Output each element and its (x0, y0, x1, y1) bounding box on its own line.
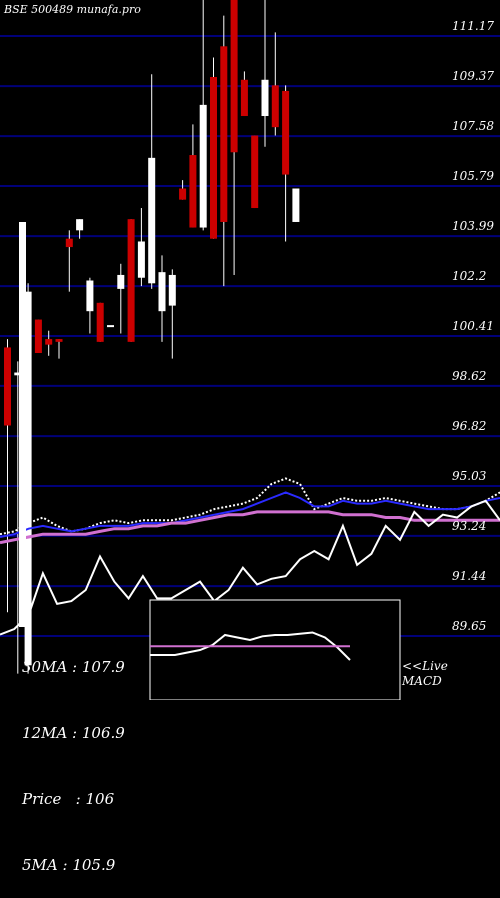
chart-title: BSE 500489 munafa.pro (4, 3, 141, 16)
candle-body (86, 280, 94, 312)
live-macd-label: <<Live MACD (402, 659, 448, 689)
macd-line (150, 631, 351, 661)
candle-body (282, 90, 290, 175)
macd-panel-frame (149, 599, 401, 700)
stat-30ma: 30MA : 107.9 (22, 658, 125, 676)
live-label-line2: MACD (402, 674, 442, 688)
y-tick-label: 93.24 (452, 518, 487, 533)
candle-body (4, 347, 11, 426)
candle-body (179, 188, 187, 200)
candle-body (148, 157, 156, 284)
candle-body (199, 104, 207, 228)
y-tick-label: 105.79 (452, 169, 494, 183)
candle-body (261, 79, 269, 117)
candle-body (137, 241, 145, 278)
volume-bar (19, 222, 26, 627)
candle-body (168, 274, 176, 306)
candle-body (240, 79, 248, 117)
y-tick-label: 102.2 (452, 269, 487, 284)
y-tick-label: 95.03 (452, 469, 487, 483)
y-tick-label: 100.41 (452, 319, 494, 333)
moving-average-line (0, 477, 500, 536)
candle-body (292, 188, 300, 222)
stat-12ma: 12MA : 106.9 (22, 724, 125, 742)
candle-body (45, 339, 53, 345)
candle-body (76, 219, 84, 231)
candle-body (14, 372, 22, 376)
candle-body (117, 274, 125, 289)
moving-average-line (0, 491, 500, 538)
live-label-line1: <<Live (402, 659, 448, 673)
candle-body (189, 155, 197, 228)
y-tick-label: 109.37 (452, 69, 494, 84)
candle-body (220, 46, 228, 222)
y-tick-label: 107.58 (452, 119, 494, 134)
candle-body (96, 302, 104, 342)
candle-body (107, 325, 114, 328)
y-tick-label: 96.82 (452, 419, 487, 434)
moving-average-lines (0, 477, 500, 636)
candle-body (127, 219, 135, 342)
candle-body (55, 339, 63, 342)
stat-price: Price : 106 (22, 790, 115, 808)
candle-body (158, 272, 166, 312)
moving-average-line (0, 499, 500, 636)
moving-average-line (0, 510, 500, 545)
stats-block: 30MA : 107.9 12MA : 106.9 Price : 106 5M… (22, 612, 125, 898)
candles (4, 0, 300, 674)
volume-bar-body (19, 222, 26, 627)
candle-body (34, 319, 42, 354)
candlestick-chart (0, 0, 500, 700)
candle-body (230, 0, 238, 153)
grid-lines (0, 35, 500, 637)
stat-5ma: 5MA : 105.9 (22, 856, 116, 874)
macd-panel (149, 599, 401, 700)
candle-body (65, 238, 73, 248)
y-tick-label: 103.99 (452, 219, 494, 234)
candle-body (271, 85, 279, 128)
candle-body (24, 291, 32, 666)
y-tick-label: 89.65 (452, 619, 487, 633)
y-tick-label: 98.62 (452, 368, 487, 383)
y-tick-label: 91.44 (452, 569, 487, 584)
candle-body (251, 135, 259, 209)
y-tick-label: 111.17 (452, 19, 494, 33)
candle-body (210, 76, 217, 239)
